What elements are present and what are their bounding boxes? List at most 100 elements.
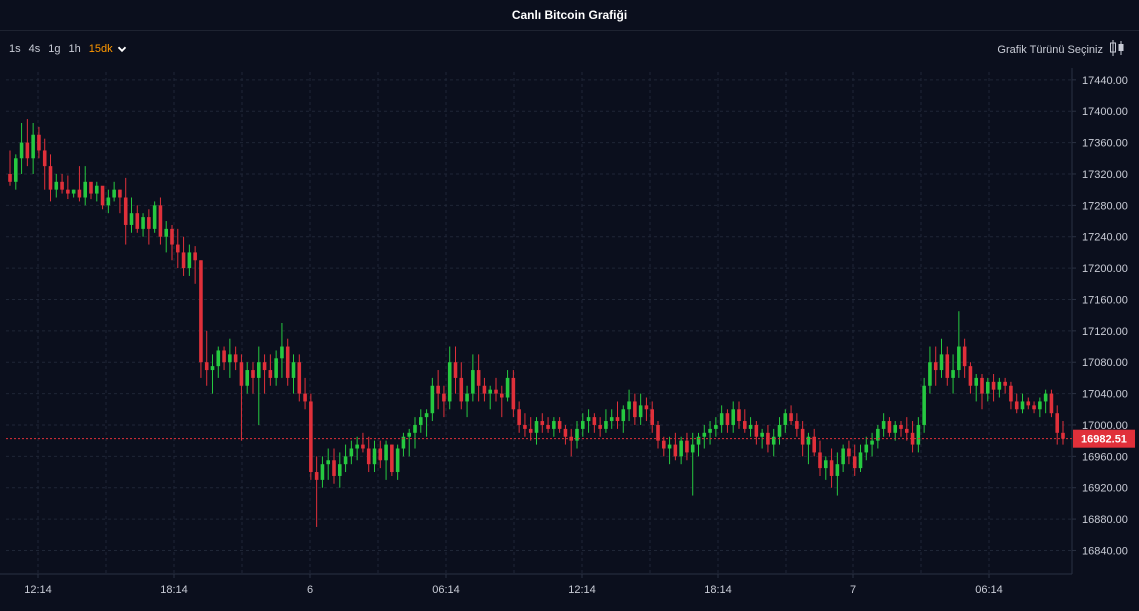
candle-body: [546, 424, 550, 429]
candle-body: [251, 370, 255, 378]
x-tick-label: 12:14: [24, 584, 52, 596]
candle-body: [152, 205, 157, 229]
candle-body: [459, 377, 464, 402]
candle-body: [661, 440, 666, 449]
candle-body: [187, 252, 192, 269]
candle-body: [656, 424, 660, 441]
candle-body: [343, 456, 348, 465]
candle-body: [1020, 401, 1025, 410]
candle-body: [274, 358, 278, 378]
candle-body: [262, 362, 267, 371]
y-tick-label: 17240.00: [1082, 232, 1128, 244]
chart-type-selector[interactable]: Grafik Türünü Seçiniz: [997, 39, 1125, 60]
candle-body: [256, 362, 261, 378]
candle-body: [737, 409, 741, 422]
candle-body: [528, 428, 533, 433]
y-tick-label: 17320.00: [1082, 169, 1128, 181]
candle-body: [1032, 405, 1036, 410]
candle-body: [881, 421, 886, 429]
candlestick-chart[interactable]: 16840.00 16880.00 16920.00 16960.00 17000.00…: [0, 68, 1139, 606]
candle-body: [430, 385, 435, 414]
candle-body: [702, 432, 707, 437]
chevron-down-icon[interactable]: [117, 44, 127, 54]
y-tick-label: 16920.00: [1082, 483, 1128, 495]
candle-body: [390, 444, 394, 473]
candle-body: [1009, 385, 1013, 402]
x-tick-label: 06:14: [432, 584, 460, 596]
candle-body: [615, 417, 620, 422]
interval-1s[interactable]: 1s: [9, 43, 21, 55]
x-tick-label: 12:14: [568, 584, 596, 596]
y-tick-label: 17440.00: [1082, 75, 1128, 87]
interval-4s[interactable]: 4s: [28, 43, 41, 55]
candle-body: [621, 409, 626, 422]
candle-body: [488, 389, 493, 394]
candle-body: [644, 405, 649, 410]
y-tick-label: 16840.00: [1082, 545, 1128, 557]
candle-body: [945, 354, 950, 378]
candle-body: [696, 436, 701, 445]
interval-selector: 1s 4s 1g 1h 15dk: [9, 43, 127, 55]
y-tick-label: 16960.00: [1082, 451, 1128, 463]
candle-body: [876, 428, 880, 441]
candle-body: [228, 354, 232, 363]
candle-body: [413, 424, 417, 433]
candle-body: [100, 185, 105, 206]
candle-body: [667, 444, 672, 449]
interval-1g[interactable]: 1g: [48, 43, 61, 55]
candle-body: [123, 197, 128, 225]
candle-body: [303, 393, 307, 402]
candle-body: [563, 428, 568, 437]
candle-body: [818, 452, 822, 469]
candle-body: [922, 385, 926, 425]
candle-body: [372, 448, 377, 465]
candle-body: [627, 401, 631, 410]
interval-15dk[interactable]: 15dk: [88, 43, 113, 55]
candle-body: [19, 142, 24, 159]
candle-body: [690, 444, 695, 453]
candle-body: [216, 350, 221, 367]
candle-body: [291, 362, 296, 378]
candle-body: [147, 217, 151, 229]
y-axis: 16840.00 16880.00 16920.00 16960.00 17000.00…: [1071, 68, 1128, 574]
candle-body: [847, 448, 851, 457]
candle-body: [916, 424, 921, 445]
candle-body: [1014, 401, 1019, 410]
candle-body: [951, 370, 955, 378]
candle-body: [326, 460, 331, 465]
x-tick-label: 7: [850, 584, 856, 596]
candle-body: [754, 424, 759, 437]
candle-body: [592, 417, 597, 425]
candle-body: [1049, 393, 1054, 414]
y-tick-label: 17200.00: [1082, 263, 1128, 275]
candle-body: [141, 217, 145, 229]
candle-body: [968, 366, 973, 386]
candle-body: [609, 417, 614, 422]
candle-body: [870, 440, 874, 445]
candle-body: [928, 362, 932, 386]
candle-body: [1043, 393, 1048, 402]
candle-body: [841, 448, 845, 465]
candle-body: [239, 362, 244, 386]
candle-body: [586, 417, 591, 422]
y-tick-label: 17400.00: [1082, 106, 1128, 118]
candle-body: [210, 366, 215, 371]
candle-body: [424, 413, 429, 418]
x-axis: 12:14 18:14 6 06:14 12:14 18:14 7 06:14: [0, 573, 1072, 596]
interval-1h[interactable]: 1h: [68, 43, 81, 55]
candle-body: [355, 444, 359, 449]
candle-body: [407, 432, 412, 437]
candle-body: [482, 385, 487, 394]
chart-svg[interactable]: 16840.00 16880.00 16920.00 16960.00 17000.00…: [0, 68, 1139, 606]
candle-body: [552, 421, 556, 429]
x-tick-label: 06:14: [975, 584, 1003, 596]
candle-body: [499, 393, 504, 398]
chart-type-label: Grafik Türünü Seçiniz: [997, 43, 1103, 56]
candle-body: [436, 385, 440, 394]
y-tick-label: 17120.00: [1082, 326, 1128, 338]
candle-body: [650, 409, 655, 425]
candle-body: [957, 346, 961, 371]
y-tick-label: 17160.00: [1082, 294, 1128, 306]
candle-body: [222, 350, 226, 363]
candle-body: [899, 424, 903, 429]
